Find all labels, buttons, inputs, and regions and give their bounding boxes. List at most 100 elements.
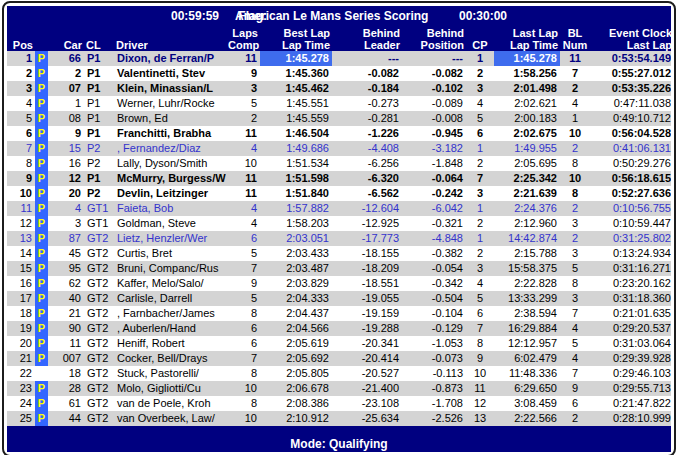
cell-laps: 11 [226,51,260,66]
cell-bl: 2 [560,231,590,246]
cell-bl: 7 [560,306,590,321]
cell-cp: 8 [466,336,494,351]
cell-p: P [35,171,48,186]
cell-last: 6:29.650 [494,381,560,396]
cell-last: 2:12.960 [494,216,560,231]
column-header-clock: Event ClockLast Lap [590,26,671,51]
cell-last: 12:12.957 [494,336,560,351]
column-header-best: Best LapLap Time [260,26,332,51]
cell-driver: Heniff, Robert [114,336,226,351]
cell-cp: 1 [466,231,494,246]
cell-best: 2:10.912 [260,411,332,426]
cell-p: P [35,96,48,111]
cell-bl: 3 [560,246,590,261]
cell-bleader: -21.400 [332,381,402,396]
cell-p: P [35,336,48,351]
cell-clock: 0:21:47.822 [590,396,671,411]
cell-bleader: -12.925 [332,216,402,231]
cell-bl: 3 [560,216,590,231]
column-header-p [35,26,48,51]
cell-best: 1:45.278 [260,51,332,66]
cell-driver: Lally, Dyson/Smith [114,156,226,171]
cell-best: 2:03.433 [260,246,332,261]
cell-bleader: -19.055 [332,291,402,306]
cell-cl: P1 [84,111,114,126]
cell-cl: GT2 [84,396,114,411]
cell-bpos: -0.382 [402,246,466,261]
cell-best: 2:05.619 [260,336,332,351]
cell-clock: 0:10:56.755 [590,201,671,216]
column-header-cl: CL [84,26,114,51]
cell-cp: 6 [466,126,494,141]
cell-best: 1:51.840 [260,186,332,201]
cell-last: 2:02.675 [494,126,560,141]
cell-clock: 0:50:29.276 [590,156,671,171]
cell-car: 90 [48,321,84,336]
cell-laps: 2 [226,111,260,126]
flag-label: Flag: [238,6,267,26]
cell-cl: P1 [84,171,114,186]
cell-clock: 0:55:27.012 [590,66,671,81]
table-row: 23P28GT2Molo, Gigliotti/Cu102:06.678-21.… [7,381,671,396]
header-row: PosCarCLDriverLapsCompBest LapLap TimeBe… [7,26,671,51]
cell-bpos: -4.848 [402,231,466,246]
cell-p [35,366,48,381]
table-row: 7P15P2, Fernandez/Diaz41:49.686-4.408-3.… [7,141,671,156]
cell-best: 2:03.829 [260,276,332,291]
cell-clock: 0:56:04.528 [590,126,671,141]
cell-car: 20 [48,186,84,201]
cell-driver: Klein, Minassian/L [114,81,226,96]
cell-laps: 5 [226,246,260,261]
column-header-bl: BLNum [560,26,590,51]
cell-p: P [35,81,48,96]
cell-cp: 2 [466,246,494,261]
table-row: 19P90GT2, Auberlen/Hand62:04.566-19.288-… [7,321,671,336]
cell-p: P [35,396,48,411]
cell-p: P [35,186,48,201]
cell-cp: 7 [466,171,494,186]
cell-car: 15 [48,141,84,156]
cell-bl: 2 [560,141,590,156]
cell-pos: 16 [7,276,35,291]
cell-driver: Dixon, de Ferran/P [114,51,226,66]
cell-laps: 11 [226,126,260,141]
cell-bpos: -0.089 [402,96,466,111]
mode-label: Mode: Qualifying [290,437,387,451]
cell-p: P [35,321,48,336]
cell-p: P [35,201,48,216]
cell-pos: 8 [7,156,35,171]
cell-laps: 4 [226,141,260,156]
cell-bleader: -18.209 [332,261,402,276]
cell-bl: 4 [560,96,590,111]
cell-last: 2:22.566 [494,411,560,426]
cell-car: 4 [48,201,84,216]
cell-bleader: -6.256 [332,156,402,171]
cell-last: 3:08.459 [494,396,560,411]
cell-laps: 10 [226,411,260,426]
cell-laps: 11 [226,171,260,186]
cell-last: 16:29.884 [494,321,560,336]
table-row: 24P61GT2van de Poele, Kroh82:08.386-23.1… [7,396,671,411]
cell-pos: 20 [7,336,35,351]
cell-bpos: -0.073 [402,351,466,366]
cell-car: 40 [48,291,84,306]
cell-laps: 3 [226,81,260,96]
app-title: American Le Mans Series Scoring Flag: [235,6,238,26]
cell-p: P [35,66,48,81]
cell-bpos: -3.182 [402,141,466,156]
cell-laps: 6 [226,231,260,246]
cell-p: P [35,246,48,261]
cell-cl: GT2 [84,261,114,276]
cell-clock: 0:29:46.103 [590,366,671,381]
cell-bl: 10 [560,171,590,186]
mode-bar: Mode: Qualifying [7,436,671,452]
cell-driver: Faieta, Bob [114,201,226,216]
cell-bleader: --- [332,51,402,66]
cell-p: P [35,126,48,141]
cell-pos: 18 [7,306,35,321]
cell-car: 12 [48,171,84,186]
cell-bpos: -0.342 [402,276,466,291]
cell-cl: GT2 [84,366,114,381]
cell-p: P [35,141,48,156]
cell-last: 2:00.183 [494,111,560,126]
